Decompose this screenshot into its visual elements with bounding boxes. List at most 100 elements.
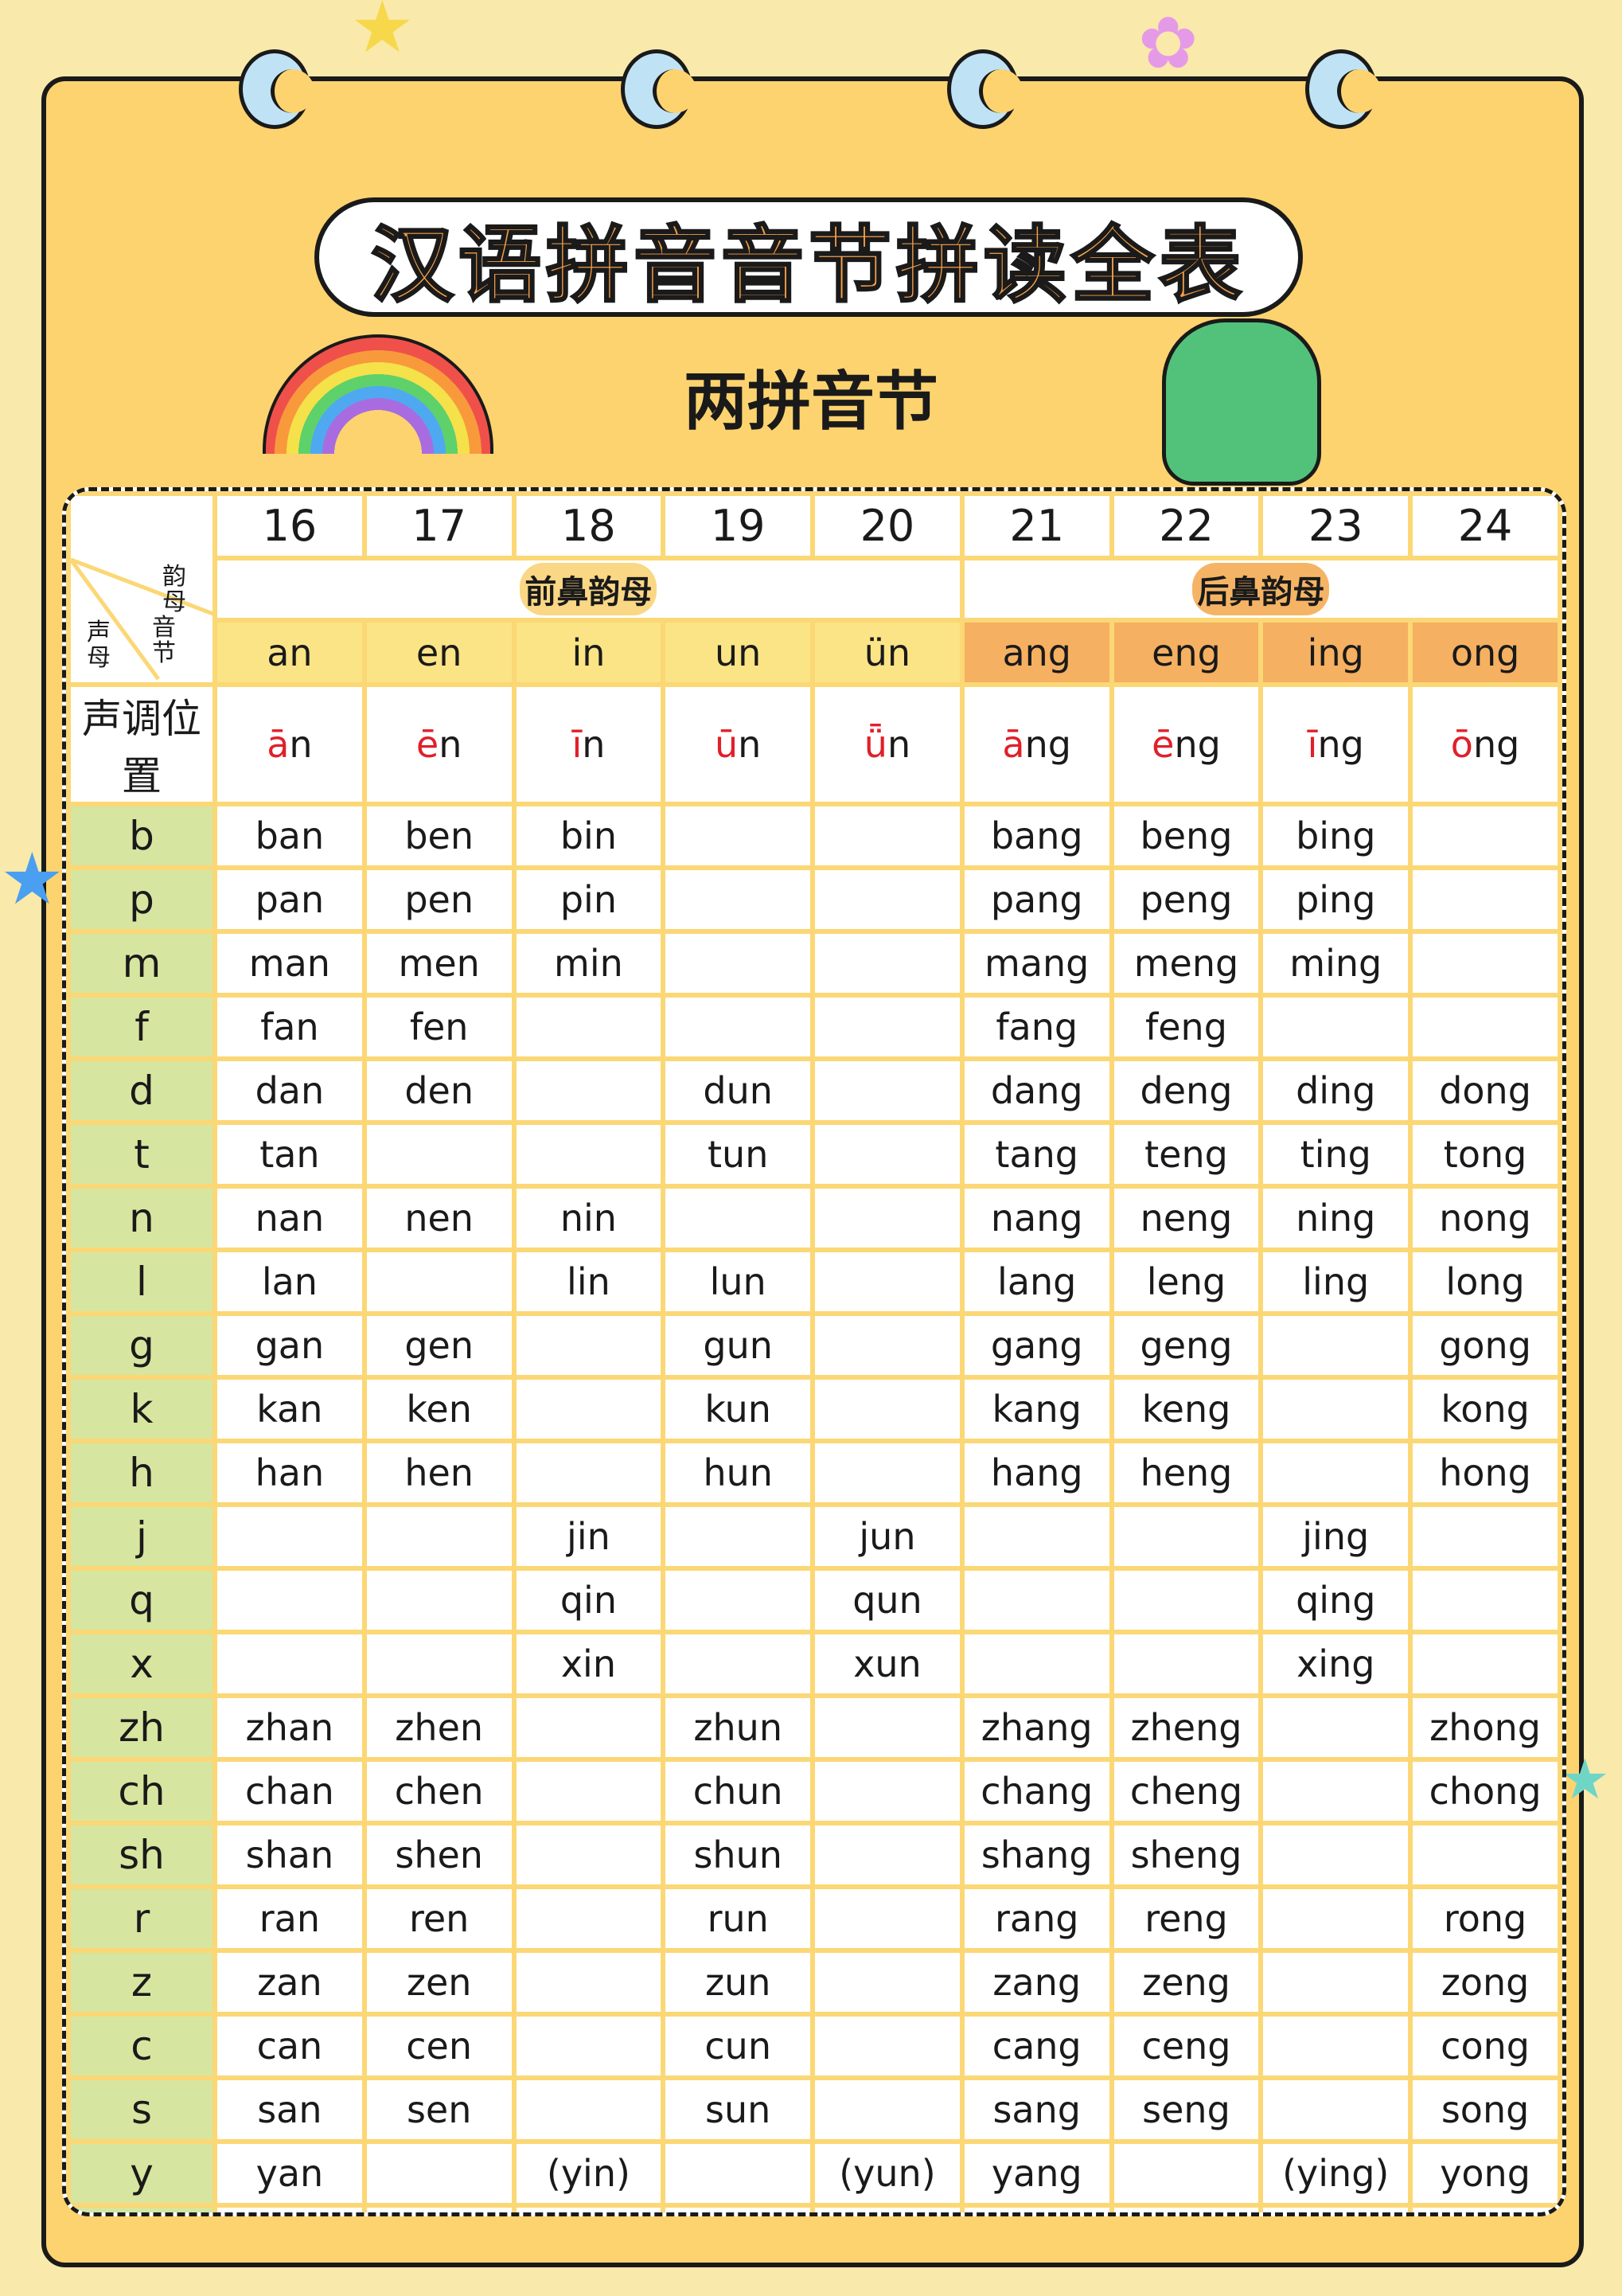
binder-ring-icon	[621, 49, 696, 129]
initial-cell: ch	[66, 1757, 217, 1825]
table-row: p pan pen pin pang peng ping	[66, 865, 1562, 934]
syllable-cell: zan	[212, 1948, 367, 2017]
syllable-cell: hen	[361, 1439, 517, 1507]
table-row: f fan fen fang feng	[66, 993, 1562, 1061]
tone-mark: ā	[1002, 723, 1025, 766]
dragon-mascot-icon	[1162, 318, 1321, 486]
syllable-cell	[361, 1120, 517, 1189]
syllable-cell: teng	[1109, 1120, 1264, 1189]
initial-cell: zh	[66, 1693, 217, 1762]
initial-cell: k	[66, 1375, 217, 1443]
table-row: b ban ben bin bang beng bing	[66, 802, 1562, 870]
syllable-cell	[810, 802, 965, 870]
tone-mark: ǖ	[864, 723, 887, 766]
table-row: ch chan chen chun chang cheng chong	[66, 1757, 1562, 1825]
tone-row: 声调位置 ān ēn īn ūn ǖn āng ēng īng ōng	[66, 682, 1562, 806]
syllable-cell	[1408, 1566, 1562, 1634]
tone-mark: ī	[571, 723, 583, 766]
syllable-cell: yang	[959, 2139, 1114, 2208]
table-row: k kan ken kun kang keng kong	[66, 1375, 1562, 1443]
syllable-cell	[1258, 1439, 1413, 1507]
syllable-cell: shan	[212, 1821, 367, 1889]
syllable-cell: ming	[1258, 929, 1413, 998]
initial-cell: q	[66, 1566, 217, 1634]
initial-cell: c	[66, 2012, 217, 2080]
syllable-cell	[1258, 1311, 1413, 1380]
syllable-cell	[1109, 2139, 1264, 2208]
column-number: 16	[212, 491, 367, 560]
syllable-cell	[361, 1630, 517, 1698]
syllable-cell: dong	[1408, 1056, 1562, 1125]
tone-position-label: 声调位置	[66, 682, 217, 806]
initial-cell: f	[66, 993, 217, 1061]
syllable-cell	[810, 1056, 965, 1125]
syllable-cell: ren	[361, 1884, 517, 1953]
syllable-cell: ning	[1258, 1184, 1413, 1252]
initial-cell: g	[66, 1311, 217, 1380]
syllable-cell: san	[212, 2075, 367, 2144]
syllable-cell	[361, 2139, 517, 2208]
syllable-cell: nong	[1408, 1184, 1562, 1252]
table-row: sh shan shen shun shang sheng	[66, 1821, 1562, 1889]
syllable-cell: chong	[1408, 1757, 1562, 1825]
syllable-cell: lun	[661, 1248, 816, 1316]
syllable-cell	[212, 1502, 367, 1571]
syllable-cell	[1258, 1757, 1413, 1825]
title-banner: 汉语拼音音节拼读全表	[314, 197, 1303, 317]
syllable-cell	[661, 1630, 816, 1698]
syllable-cell: weng	[1109, 2203, 1264, 2212]
syllable-cell: ping	[1258, 865, 1413, 934]
initial-cell: z	[66, 1948, 217, 2017]
table-row: y yan (yin) (yun) yang (ying) yong	[66, 2139, 1562, 2208]
syllable-cell	[511, 2203, 666, 2212]
syllable-cell	[361, 1502, 517, 1571]
syllable-cell	[1258, 1693, 1413, 1762]
syllable-cell: cheng	[1109, 1757, 1264, 1825]
syllable-cell: ran	[212, 1884, 367, 1953]
syllable-cell: sheng	[1109, 1821, 1264, 1889]
table-row: t tan tun tang teng ting tong	[66, 1120, 1562, 1189]
syllable-cell	[511, 1821, 666, 1889]
syllable-cell: zang	[959, 1948, 1114, 2017]
initial-cell: r	[66, 1884, 217, 1953]
tone-example: īn	[511, 682, 666, 806]
syllable-cell	[661, 929, 816, 998]
star-icon: ★	[350, 0, 415, 69]
syllable-cell	[810, 1948, 965, 2017]
syllable-cell: hang	[959, 1439, 1114, 1507]
syllable-cell	[810, 1375, 965, 1443]
syllable-cell: shen	[361, 1821, 517, 1889]
table-row: r ran ren run rang reng rong	[66, 1884, 1562, 1953]
syllable-cell: beng	[1109, 802, 1264, 870]
syllable-cell	[1258, 1821, 1413, 1889]
syllable-cell	[1109, 1630, 1264, 1698]
syllable-cell: ken	[361, 1375, 517, 1443]
syllable-cell	[511, 1375, 666, 1443]
syllable-cell: pin	[511, 865, 666, 934]
syllable-cell	[661, 2203, 816, 2212]
binder-ring-icon	[239, 49, 314, 129]
table-row: x xin xun xing	[66, 1630, 1562, 1698]
syllable-cell: deng	[1109, 1056, 1264, 1125]
syllable-cell	[959, 1502, 1114, 1571]
syllable-cell: rong	[1408, 1884, 1562, 1953]
syllable-cell: ban	[212, 802, 367, 870]
table-row: h han hen hun hang heng hong	[66, 1439, 1562, 1507]
syllable-cell: bin	[511, 802, 666, 870]
tone-rest: ng	[1174, 723, 1221, 766]
syllable-cell: tong	[1408, 1120, 1562, 1189]
syllable-cell: shang	[959, 1821, 1114, 1889]
initial-cell: l	[66, 1248, 217, 1316]
diagonal-lines	[71, 557, 217, 681]
corner-cell: 韵母 音节 声母	[66, 491, 217, 687]
syllable-cell	[511, 1757, 666, 1825]
syllable-cell: rang	[959, 1884, 1114, 1953]
syllable-cell: xing	[1258, 1630, 1413, 1698]
column-number: 19	[661, 491, 816, 560]
flower-icon: ✿	[1138, 2, 1199, 85]
syllable-cell	[1258, 1948, 1413, 2017]
column-number: 17	[361, 491, 517, 560]
syllable-cell	[1408, 802, 1562, 870]
syllable-cell: run	[661, 1884, 816, 1953]
syllable-cell	[810, 1120, 965, 1189]
